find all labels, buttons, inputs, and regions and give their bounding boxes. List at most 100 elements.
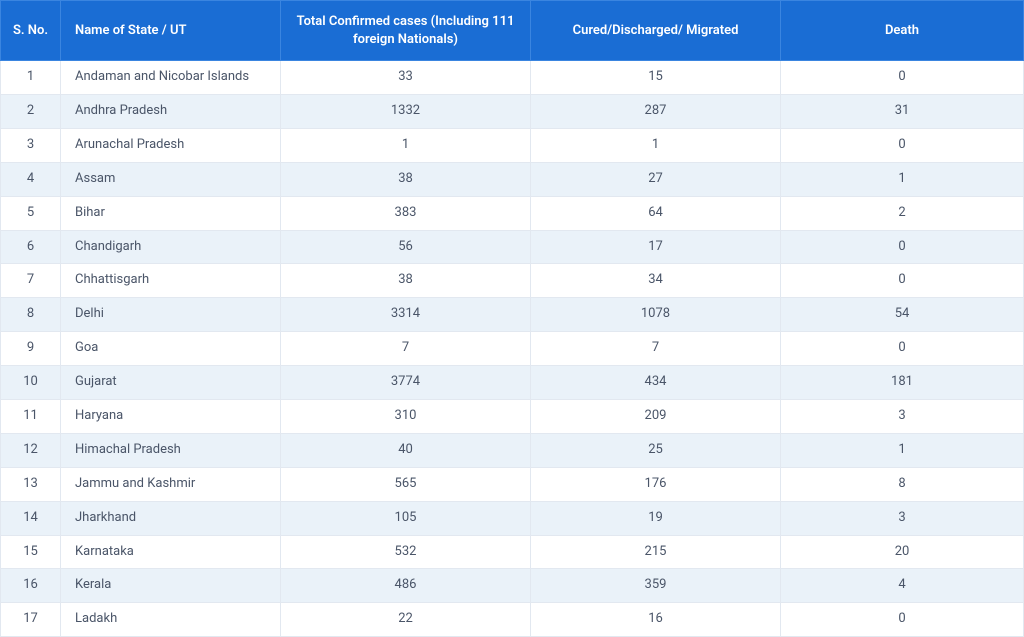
cell-cured: 287 <box>531 94 781 128</box>
table-row: 4Assam38271 <box>1 162 1024 196</box>
cell-confirmed: 56 <box>281 230 531 264</box>
cell-confirmed: 3314 <box>281 298 531 332</box>
cell-sno: 11 <box>1 400 61 434</box>
cell-cured: 15 <box>531 61 781 95</box>
cell-cured: 34 <box>531 264 781 298</box>
cell-confirmed: 7 <box>281 332 531 366</box>
cell-sno: 5 <box>1 196 61 230</box>
cell-cured: 19 <box>531 501 781 535</box>
cell-sno: 7 <box>1 264 61 298</box>
table-row: 9Goa770 <box>1 332 1024 366</box>
table-row: 12Himachal Pradesh40251 <box>1 433 1024 467</box>
cell-confirmed: 310 <box>281 400 531 434</box>
cell-confirmed: 1 <box>281 128 531 162</box>
cell-sno: 9 <box>1 332 61 366</box>
table-row: 7Chhattisgarh38340 <box>1 264 1024 298</box>
table-row: 17Ladakh22160 <box>1 603 1024 637</box>
table-row: 11Haryana3102093 <box>1 400 1024 434</box>
table-row: 10Gujarat3774434181 <box>1 366 1024 400</box>
cell-death: 0 <box>781 128 1024 162</box>
cell-sno: 15 <box>1 535 61 569</box>
cell-confirmed: 22 <box>281 603 531 637</box>
cell-sno: 6 <box>1 230 61 264</box>
cell-sno: 2 <box>1 94 61 128</box>
cell-confirmed: 1332 <box>281 94 531 128</box>
cell-sno: 8 <box>1 298 61 332</box>
cell-death: 0 <box>781 264 1024 298</box>
cell-state: Andaman and Nicobar Islands <box>61 61 281 95</box>
col-header-sno: S. No. <box>1 1 61 61</box>
table-row: 6Chandigarh56170 <box>1 230 1024 264</box>
cell-cured: 215 <box>531 535 781 569</box>
col-header-state: Name of State / UT <box>61 1 281 61</box>
cell-cured: 359 <box>531 569 781 603</box>
col-header-death: Death <box>781 1 1024 61</box>
table-row: 13Jammu and Kashmir5651768 <box>1 467 1024 501</box>
cell-confirmed: 486 <box>281 569 531 603</box>
cell-state: Delhi <box>61 298 281 332</box>
cell-cured: 27 <box>531 162 781 196</box>
table-row: 5Bihar383642 <box>1 196 1024 230</box>
cell-cured: 209 <box>531 400 781 434</box>
cell-death: 3 <box>781 501 1024 535</box>
cell-confirmed: 38 <box>281 264 531 298</box>
cell-confirmed: 33 <box>281 61 531 95</box>
cell-state: Arunachal Pradesh <box>61 128 281 162</box>
cell-sno: 13 <box>1 467 61 501</box>
cell-confirmed: 105 <box>281 501 531 535</box>
col-header-cured: Cured/Discharged/ Migrated <box>531 1 781 61</box>
cell-death: 20 <box>781 535 1024 569</box>
cell-state: Gujarat <box>61 366 281 400</box>
cell-cured: 1078 <box>531 298 781 332</box>
cell-cured: 16 <box>531 603 781 637</box>
table-body: 1Andaman and Nicobar Islands331502Andhra… <box>1 61 1024 637</box>
cell-death: 1 <box>781 433 1024 467</box>
cell-state: Jammu and Kashmir <box>61 467 281 501</box>
cell-death: 2 <box>781 196 1024 230</box>
cell-sno: 1 <box>1 61 61 95</box>
cell-cured: 25 <box>531 433 781 467</box>
cell-state: Kerala <box>61 569 281 603</box>
cell-death: 54 <box>781 298 1024 332</box>
cell-death: 8 <box>781 467 1024 501</box>
cell-confirmed: 532 <box>281 535 531 569</box>
cell-death: 0 <box>781 332 1024 366</box>
covid-state-table: S. No. Name of State / UT Total Confirme… <box>0 0 1024 637</box>
cell-cured: 17 <box>531 230 781 264</box>
cell-state: Karnataka <box>61 535 281 569</box>
table-row: 2Andhra Pradesh133228731 <box>1 94 1024 128</box>
cell-state: Chandigarh <box>61 230 281 264</box>
cell-state: Jharkhand <box>61 501 281 535</box>
cell-state: Himachal Pradesh <box>61 433 281 467</box>
cell-death: 4 <box>781 569 1024 603</box>
table-row: 3Arunachal Pradesh110 <box>1 128 1024 162</box>
cell-state: Andhra Pradesh <box>61 94 281 128</box>
cell-confirmed: 565 <box>281 467 531 501</box>
table-row: 15Karnataka53221520 <box>1 535 1024 569</box>
table-row: 16Kerala4863594 <box>1 569 1024 603</box>
cell-death: 31 <box>781 94 1024 128</box>
cell-confirmed: 38 <box>281 162 531 196</box>
cell-death: 0 <box>781 61 1024 95</box>
cell-sno: 14 <box>1 501 61 535</box>
cell-sno: 17 <box>1 603 61 637</box>
cell-death: 0 <box>781 230 1024 264</box>
cell-cured: 64 <box>531 196 781 230</box>
cell-death: 0 <box>781 603 1024 637</box>
cell-death: 181 <box>781 366 1024 400</box>
cell-sno: 12 <box>1 433 61 467</box>
cell-cured: 7 <box>531 332 781 366</box>
cell-sno: 3 <box>1 128 61 162</box>
cell-sno: 16 <box>1 569 61 603</box>
cell-state: Haryana <box>61 400 281 434</box>
cell-state: Ladakh <box>61 603 281 637</box>
table-row: 8Delhi3314107854 <box>1 298 1024 332</box>
cell-cured: 176 <box>531 467 781 501</box>
cell-sno: 10 <box>1 366 61 400</box>
cell-sno: 4 <box>1 162 61 196</box>
col-header-confirmed: Total Confirmed cases (Including 111 for… <box>281 1 531 61</box>
cell-death: 3 <box>781 400 1024 434</box>
cell-cured: 434 <box>531 366 781 400</box>
cell-state: Goa <box>61 332 281 366</box>
table-header: S. No. Name of State / UT Total Confirme… <box>1 1 1024 61</box>
